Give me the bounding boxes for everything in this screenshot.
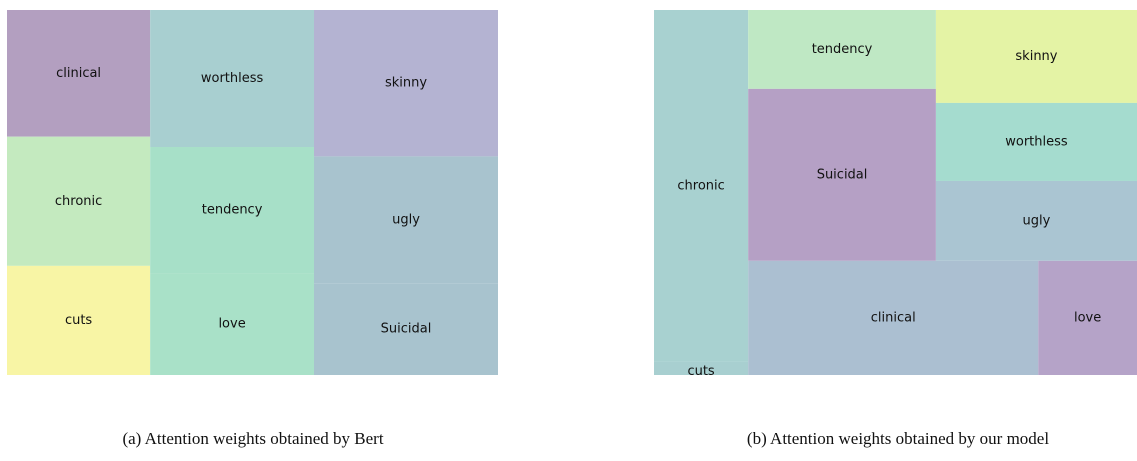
- cell-label: Suicidal: [817, 167, 868, 182]
- treemap-cell: [748, 260, 1039, 375]
- treemap-cell: [7, 136, 151, 266]
- cell-label: clinical: [871, 310, 916, 325]
- treemap-cell: [150, 147, 314, 274]
- treemap-cell: [150, 10, 314, 148]
- cell-label: chronic: [677, 178, 724, 193]
- treemap-cell: [748, 10, 936, 89]
- cell-label: tendency: [202, 203, 263, 218]
- cell-label: chronic: [55, 194, 102, 209]
- treemap-cell: [935, 10, 1137, 103]
- cell-label: clinical: [56, 66, 101, 81]
- treemap-cell: [313, 156, 498, 284]
- cell-label: worthless: [1005, 134, 1068, 149]
- treemap-cell: [313, 283, 498, 375]
- cell-label: Suicidal: [381, 322, 432, 337]
- treemap-cell: [935, 180, 1137, 261]
- treemap-cell: [150, 273, 314, 375]
- treemap-cell: [313, 10, 498, 157]
- caption: (a) Attention weights obtained by Bert: [122, 429, 383, 448]
- cell-label: love: [1074, 310, 1101, 325]
- treemap-cell: [7, 10, 151, 137]
- cell-label: tendency: [812, 42, 873, 57]
- treemap-cell: [935, 102, 1137, 181]
- treemap-cell: [1038, 260, 1137, 375]
- cell-label: skinny: [385, 76, 427, 91]
- treemap-cell: [7, 265, 151, 375]
- treemap-cell: [748, 88, 936, 261]
- treemap-cell: [654, 361, 749, 375]
- cell-label: worthless: [201, 71, 264, 86]
- cell-label: love: [218, 317, 245, 332]
- cell-label: cuts: [65, 313, 92, 328]
- cell-label: cuts: [687, 364, 714, 379]
- treemap-cell: [654, 10, 749, 362]
- cell-label: skinny: [1015, 49, 1057, 64]
- caption: (b) Attention weights obtained by our mo…: [747, 429, 1049, 448]
- cell-label: ugly: [1023, 213, 1051, 228]
- cell-label: ugly: [392, 212, 420, 227]
